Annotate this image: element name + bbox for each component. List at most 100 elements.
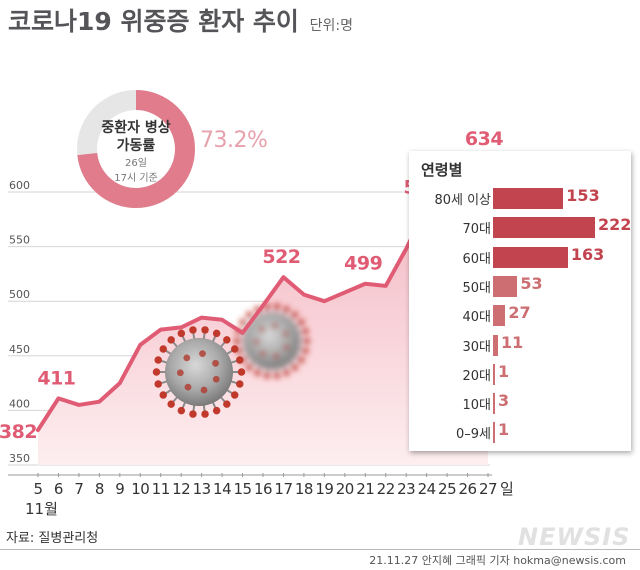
x-tick-label: 15 — [233, 480, 251, 498]
virus-spike-tip — [223, 336, 231, 344]
virus-dot — [272, 323, 278, 329]
x-tick-label: 8 — [95, 480, 104, 498]
age-bar — [493, 334, 499, 356]
y-tick-label: 600 — [9, 179, 30, 192]
age-row: 40대 27 — [409, 301, 631, 329]
age-bar — [493, 305, 506, 327]
x-tick-label: 13 — [193, 480, 211, 498]
age-bar — [493, 393, 495, 415]
age-value-label: 1 — [498, 361, 510, 381]
age-row: 60대 163 — [409, 243, 631, 271]
virus-spike-tip — [291, 364, 299, 371]
age-category-label: 0–9세 — [455, 427, 491, 443]
data-label: 499 — [344, 253, 382, 275]
age-panel-title: 연령별 — [421, 161, 463, 179]
age-category-label: 60대 — [462, 251, 491, 267]
virus-spike-tip — [239, 318, 246, 326]
virus-spike-tip — [201, 410, 209, 418]
age-category-label: 10대 — [462, 398, 491, 414]
bed-occupancy-donut: 중환자 병상 가동률 26일 17시 기준 — [76, 89, 196, 209]
donut-label-line2: 가동률 — [116, 138, 156, 154]
virus-spike-tip — [154, 356, 162, 364]
virus-spike-tip — [302, 347, 309, 354]
donut-label: 중환자 병상 가동률 26일 17시 기준 — [76, 119, 196, 185]
area-fill — [38, 154, 488, 465]
virus-dot — [282, 331, 289, 337]
x-tick-label: 12 — [172, 480, 190, 498]
age-group-panel: 연령별 80세 이상 153 70대 222 60대 163 50대 53 40대 27 30대 11… — [409, 151, 631, 451]
age-category-label: 40대 — [462, 310, 491, 326]
virus-dot — [183, 354, 191, 362]
virus-spike-tip — [283, 306, 290, 313]
virus-dot — [212, 359, 219, 367]
age-value-label: 153 — [566, 186, 600, 205]
x-tick-label: 6 — [54, 480, 63, 498]
virus-spike-tip — [298, 318, 305, 326]
donut-note-line1: 26일 — [125, 158, 147, 169]
virus-spike-tip — [177, 329, 186, 338]
virus-spike-tip — [236, 380, 244, 388]
age-value-label: 222 — [598, 215, 632, 235]
virus-dot — [199, 350, 206, 358]
virus-spike-tip — [189, 410, 197, 418]
virus-spike-tip — [273, 372, 281, 379]
x-tick-label: 19 — [315, 480, 333, 498]
title-text: 코로나19 위중증 환자 추이 — [8, 7, 299, 36]
virus-spike-tip — [273, 303, 281, 310]
virus-icon-sharp — [152, 326, 246, 418]
source-note: 자료: 질병관리청 — [6, 531, 99, 546]
virus-dot — [176, 369, 184, 377]
age-row: 30대 11 — [409, 331, 631, 359]
data-label: 522 — [262, 246, 300, 268]
age-value-label: 1 — [498, 420, 510, 440]
x-tick-label: 23 — [397, 480, 415, 498]
age-bar — [493, 188, 564, 209]
x-tick-label: 24 — [418, 480, 436, 498]
age-category-label: 20대 — [462, 368, 491, 384]
y-tick-label: 400 — [9, 397, 30, 410]
age-bar — [493, 246, 568, 268]
virus-dot — [212, 375, 220, 383]
age-row: 20대 1 — [409, 360, 631, 388]
virus-spike-tip — [233, 337, 241, 345]
data-label: 634 — [465, 128, 503, 150]
age-category-label: 50대 — [462, 280, 491, 296]
age-row: 10대 3 — [409, 389, 631, 417]
virus-spike-tip — [245, 311, 253, 318]
virus-dot — [200, 386, 208, 394]
age-bar — [493, 217, 595, 239]
virus-spike-tip — [254, 369, 261, 376]
virus-spike-tip — [223, 400, 231, 408]
virus-spike-tip — [283, 369, 290, 376]
donut-label-line1: 중환자 병상 — [101, 120, 171, 136]
virus-body — [165, 338, 233, 406]
age-row: 50대 53 — [409, 272, 631, 300]
x-unit-label: 일 — [500, 480, 514, 498]
watermark-logo: NEWSIS — [518, 523, 631, 551]
footer-divider — [0, 549, 640, 550]
age-value-label: 163 — [570, 244, 605, 264]
virus-body — [244, 313, 300, 369]
x-tick-label: 20 — [336, 480, 354, 498]
donut-value-arc — [77, 90, 195, 208]
virus-spike-tip — [201, 326, 209, 334]
virus-dot — [184, 383, 192, 391]
virus-spike-tip — [298, 356, 305, 364]
age-row: 0–9세 1 — [409, 418, 631, 446]
y-tick-label: 500 — [9, 288, 30, 301]
x-month-label: 11월 — [25, 500, 58, 518]
virus-spike-tip — [303, 337, 311, 345]
virus-spike-tip — [212, 329, 221, 338]
x-tick-label: 26 — [458, 480, 476, 498]
virus-spike-tip — [189, 326, 197, 334]
x-tick-label: 17 — [274, 480, 292, 498]
virus-spike-tip — [167, 400, 175, 408]
x-tick-label: 16 — [254, 480, 272, 498]
virus-dot — [283, 344, 289, 350]
x-tick-label: 9 — [115, 480, 124, 498]
x-tick-label: 5 — [33, 480, 42, 498]
x-axis: 5 6 7 8 9 10 11 12 13 14 15 16 17 18 19 20 21 22 23 24 25 26 2… — [8, 473, 514, 518]
credit-line: 21.11.27 안지혜 그래픽 기자 hokma@newsis.com — [369, 554, 626, 567]
x-tick-label: 14 — [213, 480, 231, 498]
